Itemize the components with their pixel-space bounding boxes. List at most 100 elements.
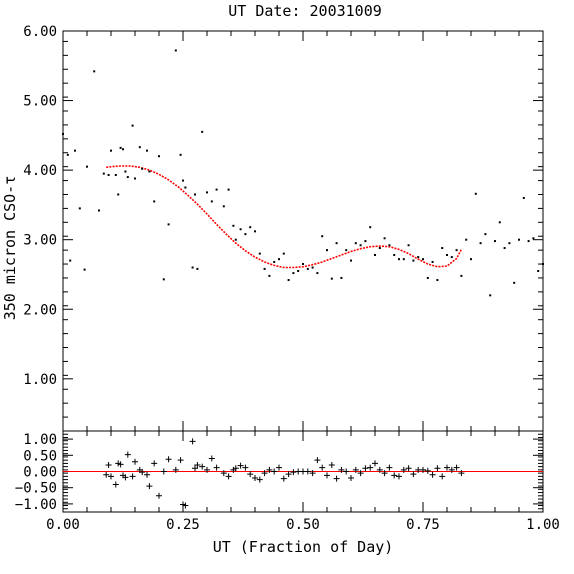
residual-panel-tick-labels: −1.00−0.500.000.501.000.00 0.25 0.50 0.75 1.… xyxy=(15,432,560,533)
data-point xyxy=(537,270,540,272)
data-point xyxy=(306,267,309,270)
data-point xyxy=(201,130,204,133)
data-point xyxy=(446,254,448,256)
data-point xyxy=(407,244,410,247)
residual-point xyxy=(225,473,232,480)
fit-line xyxy=(106,165,463,269)
data-point xyxy=(302,263,304,266)
data-point xyxy=(86,165,88,168)
y-tick-label: 0.00 xyxy=(23,465,57,481)
residual-point xyxy=(132,458,138,465)
data-point xyxy=(258,252,261,255)
residual-point xyxy=(362,465,369,472)
data-point xyxy=(287,279,290,282)
data-point xyxy=(532,237,535,240)
residual-point xyxy=(420,466,426,473)
residual-point xyxy=(165,456,172,463)
residual-point xyxy=(151,460,158,467)
residual-point xyxy=(271,468,278,475)
residual-point xyxy=(324,472,330,479)
data-point xyxy=(167,223,170,226)
data-point xyxy=(436,279,439,282)
data-point xyxy=(98,209,100,212)
data-point xyxy=(249,226,252,229)
data-point xyxy=(383,237,386,240)
data-point xyxy=(206,191,208,194)
data-point xyxy=(263,267,266,270)
y-tick-label: 2.00 xyxy=(23,302,57,318)
data-point xyxy=(498,221,501,224)
main-panel-frame xyxy=(62,30,544,432)
data-point xyxy=(153,200,156,203)
data-point xyxy=(210,200,213,203)
data-point xyxy=(412,259,415,262)
data-point xyxy=(422,258,424,261)
main-panel-points xyxy=(62,49,544,297)
residual-panel: −1.00−0.500.000.501.000.00 0.25 0.50 0.75 1.… xyxy=(15,430,560,533)
data-point xyxy=(354,242,357,245)
main-panel-ticks xyxy=(62,30,544,432)
residual-point xyxy=(410,471,417,478)
residual-point xyxy=(256,476,263,483)
data-point xyxy=(369,226,372,229)
residual-point xyxy=(122,474,129,481)
residual-point xyxy=(144,471,150,478)
residual-point xyxy=(386,464,393,471)
data-point xyxy=(215,188,218,191)
residual-point xyxy=(192,465,198,472)
residual-panel-ticks xyxy=(62,430,544,513)
y-axis-label: 350 micron CSO-τ xyxy=(1,176,19,321)
data-point xyxy=(527,240,530,243)
data-point xyxy=(174,49,177,52)
residual-point xyxy=(232,465,239,472)
data-point xyxy=(470,258,472,261)
residual-point xyxy=(194,462,201,469)
data-point xyxy=(388,244,391,247)
data-point xyxy=(359,244,362,247)
residual-point xyxy=(372,460,378,467)
data-point xyxy=(179,153,182,156)
residual-point xyxy=(304,468,311,475)
data-point xyxy=(335,242,338,245)
data-point xyxy=(162,278,165,281)
data-point xyxy=(74,149,76,152)
main-panel: 1.00 2.00 3.00 4.00 5.00 6.00 xyxy=(23,24,544,432)
data-point xyxy=(402,258,405,261)
data-point xyxy=(398,258,400,261)
data-point xyxy=(489,294,492,297)
data-point xyxy=(479,242,482,245)
data-point xyxy=(107,174,110,176)
chart-title: UT Date: 20031009 xyxy=(228,2,382,20)
residual-point xyxy=(242,464,249,471)
y-tick-label: 4.00 xyxy=(23,163,57,179)
residual-point xyxy=(208,455,215,462)
data-point xyxy=(62,132,64,135)
data-point xyxy=(124,170,127,173)
residual-point xyxy=(367,464,374,471)
residual-point xyxy=(396,473,402,480)
data-point xyxy=(316,272,319,275)
main-panel-tick-labels: 1.00 2.00 3.00 4.00 5.00 6.00 xyxy=(23,24,57,388)
residual-point xyxy=(124,451,131,458)
data-point xyxy=(268,274,271,277)
x-axis-label: UT (Fraction of Day) xyxy=(213,538,394,556)
residual-point xyxy=(213,464,220,471)
residual-point xyxy=(429,471,436,478)
residual-point xyxy=(458,470,465,477)
data-point xyxy=(234,238,237,241)
data-point xyxy=(292,272,295,275)
data-point xyxy=(311,266,314,269)
data-point xyxy=(126,176,129,179)
data-point xyxy=(450,256,453,259)
residual-point xyxy=(177,457,184,464)
data-point xyxy=(494,240,496,243)
x-tick-label: 1.00 xyxy=(526,517,560,533)
residual-point xyxy=(160,468,167,475)
data-point xyxy=(518,238,520,241)
data-point xyxy=(345,249,348,252)
residual-point xyxy=(204,466,210,473)
residual-point xyxy=(129,473,136,480)
residual-point xyxy=(105,462,112,469)
residual-point xyxy=(328,462,335,469)
residual-point xyxy=(439,473,446,480)
